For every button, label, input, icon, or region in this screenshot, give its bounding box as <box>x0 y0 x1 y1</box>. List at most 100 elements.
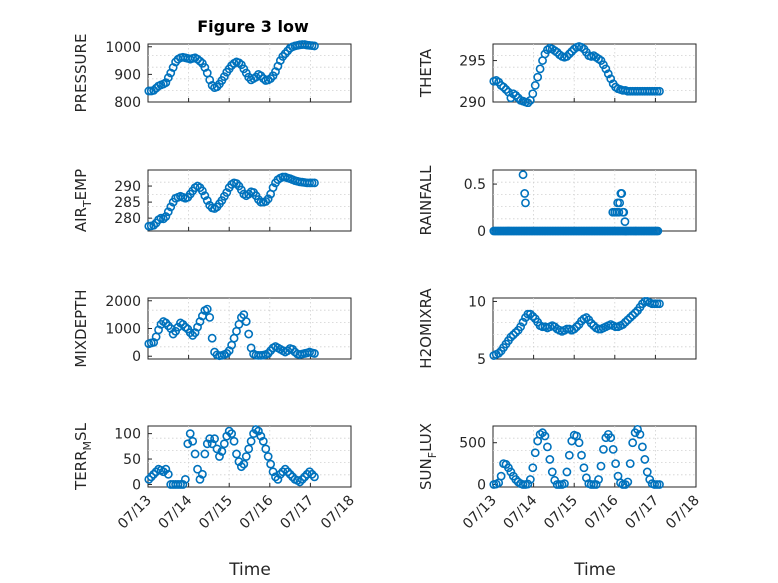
data-point <box>619 207 629 217</box>
data-point <box>508 330 518 340</box>
data-point <box>195 56 205 66</box>
y-tick-label: 295 <box>459 54 486 70</box>
data-point <box>268 183 278 193</box>
data-point <box>310 472 319 482</box>
data-point <box>530 81 540 90</box>
marker-series <box>144 172 319 231</box>
data-point <box>163 469 173 479</box>
y-tick-label: 900 <box>114 67 141 83</box>
data-point <box>161 464 171 474</box>
y-tick-label: 2000 <box>105 294 141 310</box>
x-tick-label: 07/15 <box>541 493 581 533</box>
x-tick-label: 07/16 <box>237 492 277 532</box>
data-point <box>239 459 249 469</box>
data-point <box>144 474 154 484</box>
data-point <box>263 452 273 461</box>
marker-series <box>144 425 319 489</box>
marker-series <box>144 304 319 361</box>
data-point <box>499 82 508 92</box>
data-point <box>210 434 219 444</box>
data-point <box>523 98 533 107</box>
data-point <box>166 202 176 212</box>
data-point <box>535 64 545 74</box>
x-tick-label: 07/18 <box>663 493 703 533</box>
x-tick-label: 07/13 <box>115 493 155 533</box>
data-point <box>149 86 159 95</box>
y-axis-label: SUNFLUX <box>417 423 439 490</box>
data-point <box>219 439 229 449</box>
data-point <box>224 426 234 436</box>
data-point <box>528 463 538 473</box>
data-point <box>518 170 528 180</box>
data-point <box>305 467 314 477</box>
data-point <box>297 474 307 484</box>
data-point <box>310 349 319 358</box>
data-point <box>198 469 207 479</box>
x-tick-label: 07/14 <box>501 492 541 532</box>
data-point <box>163 73 173 83</box>
data-point <box>159 214 168 224</box>
data-point <box>506 332 516 342</box>
data-point <box>611 459 621 469</box>
data-point <box>574 438 584 448</box>
y-axis-label: PRESSURE <box>72 34 90 113</box>
data-point <box>628 310 638 320</box>
data-point <box>562 467 572 477</box>
data-point <box>219 72 229 81</box>
data-point <box>496 471 506 481</box>
data-point <box>302 469 312 479</box>
data-point <box>261 444 271 454</box>
data-point <box>212 444 222 454</box>
subplot-1: 800 900 1000 PRESSURE <box>72 34 352 113</box>
data-point <box>630 308 640 318</box>
data-point <box>241 317 251 326</box>
data-point <box>207 333 217 343</box>
subplot-8: 07/13 07/14 07/15 07/16 07/17 07/18 0 500 SUNFLU… <box>417 423 703 532</box>
data-point <box>236 462 246 472</box>
data-point <box>275 469 285 479</box>
data-point <box>623 477 633 487</box>
data-point <box>655 86 664 96</box>
y-tick-label: 500 <box>459 436 486 452</box>
data-point <box>633 424 642 434</box>
data-point <box>149 469 159 479</box>
data-point <box>246 436 256 446</box>
data-point <box>594 475 603 484</box>
data-point <box>161 78 171 88</box>
data-point <box>222 431 232 441</box>
data-point <box>244 329 254 339</box>
data-point <box>620 480 630 489</box>
data-point <box>528 312 538 321</box>
y-axis-label: H2OMIXRA <box>417 288 435 369</box>
data-point <box>310 178 319 188</box>
data-point <box>591 480 601 489</box>
data-point <box>608 444 618 454</box>
y-tick-label: 1000 <box>105 40 141 56</box>
data-point <box>494 348 504 358</box>
data-point <box>623 315 633 325</box>
y-tick-label: 0 <box>132 477 141 493</box>
y-tick-label: 0 <box>477 224 486 240</box>
data-point <box>638 442 647 452</box>
data-point <box>511 90 521 100</box>
y-tick-label: 0 <box>477 477 486 493</box>
data-point <box>540 431 550 441</box>
data-point <box>217 447 227 456</box>
data-point <box>621 226 631 236</box>
data-point <box>625 313 635 322</box>
data-point <box>586 318 596 328</box>
data-point <box>614 207 624 217</box>
data-point <box>266 459 276 469</box>
data-point <box>280 464 290 474</box>
data-point <box>520 189 530 198</box>
data-point <box>516 322 526 332</box>
data-point <box>603 69 613 79</box>
subplot-7: 07/13 07/14 07/15 07/16 07/17 07/18 0 50 100 TERR… <box>72 422 358 532</box>
data-point <box>523 479 533 489</box>
data-point <box>545 455 555 464</box>
data-point <box>521 198 530 208</box>
x-tick-label: 07/14 <box>156 492 196 532</box>
marker-series <box>489 42 664 107</box>
